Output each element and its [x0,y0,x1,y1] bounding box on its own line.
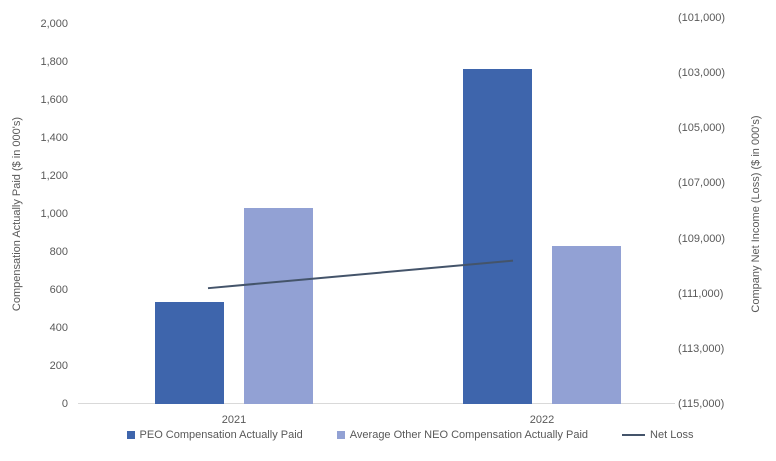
legend-label: PEO Compensation Actually Paid [139,429,303,441]
legend-item-bar: PEO Compensation Actually Paid [126,429,303,441]
legend-label: Net Loss [650,429,694,441]
legend-label: Average Other NEO Compensation Actually … [349,429,589,441]
right-axis-tick-label: (113,000) [678,342,725,355]
bar-2021-series-1 [155,302,224,404]
category-label-2021: 2021 [221,414,247,426]
left-axis-tick-label: 1,200 [40,170,68,183]
right-axis-tick-label: (107,000) [678,177,726,190]
legend-square-swatch-icon [126,431,135,439]
legend-square-swatch-icon [336,431,345,439]
right-axis-tick-label: (109,000) [678,232,726,245]
left-axis-tick-label: 0 [61,398,68,410]
left-axis-tick-label: 800 [49,246,68,259]
left-axis-tick-label: 400 [49,322,68,335]
right-axis-tick-label: (105,000) [678,122,726,135]
bar-2022-series-1 [463,68,532,404]
legend: PEO Compensation Actually Paid Average Ot… [44,429,776,441]
left-axis-tick-label: 1,800 [40,56,68,69]
x-axis-line [78,403,675,404]
right-axis-tick-label: (115,000) [678,397,725,410]
legend-item-bar: Average Other NEO Compensation Actually … [336,429,589,441]
left-axis-tick-label: 600 [49,284,68,297]
right-axis-tick-label: (101,000) [678,12,726,24]
bar-2022-series-2 [552,246,621,404]
legend-item-line: Net Loss [622,429,693,441]
left-axis-tick-label: 1,600 [40,94,68,107]
left-axis-tick-label: 200 [49,360,68,373]
right-axis-tick-label: (103,000) [678,67,726,80]
left-axis-tick-label: 1,000 [40,208,68,221]
category-label-2022: 2022 [529,414,555,426]
legend-line-swatch-icon [622,434,646,436]
left-axis-tick-label: 1,400 [40,132,68,145]
bar-2021-series-2 [244,207,313,404]
left-axis-tick-label: 2,000 [40,18,68,31]
right-axis-title: Company Net Income (Loss) ($ in 000's) [750,115,762,313]
right-axis-tick-label: (111,000) [678,287,724,300]
